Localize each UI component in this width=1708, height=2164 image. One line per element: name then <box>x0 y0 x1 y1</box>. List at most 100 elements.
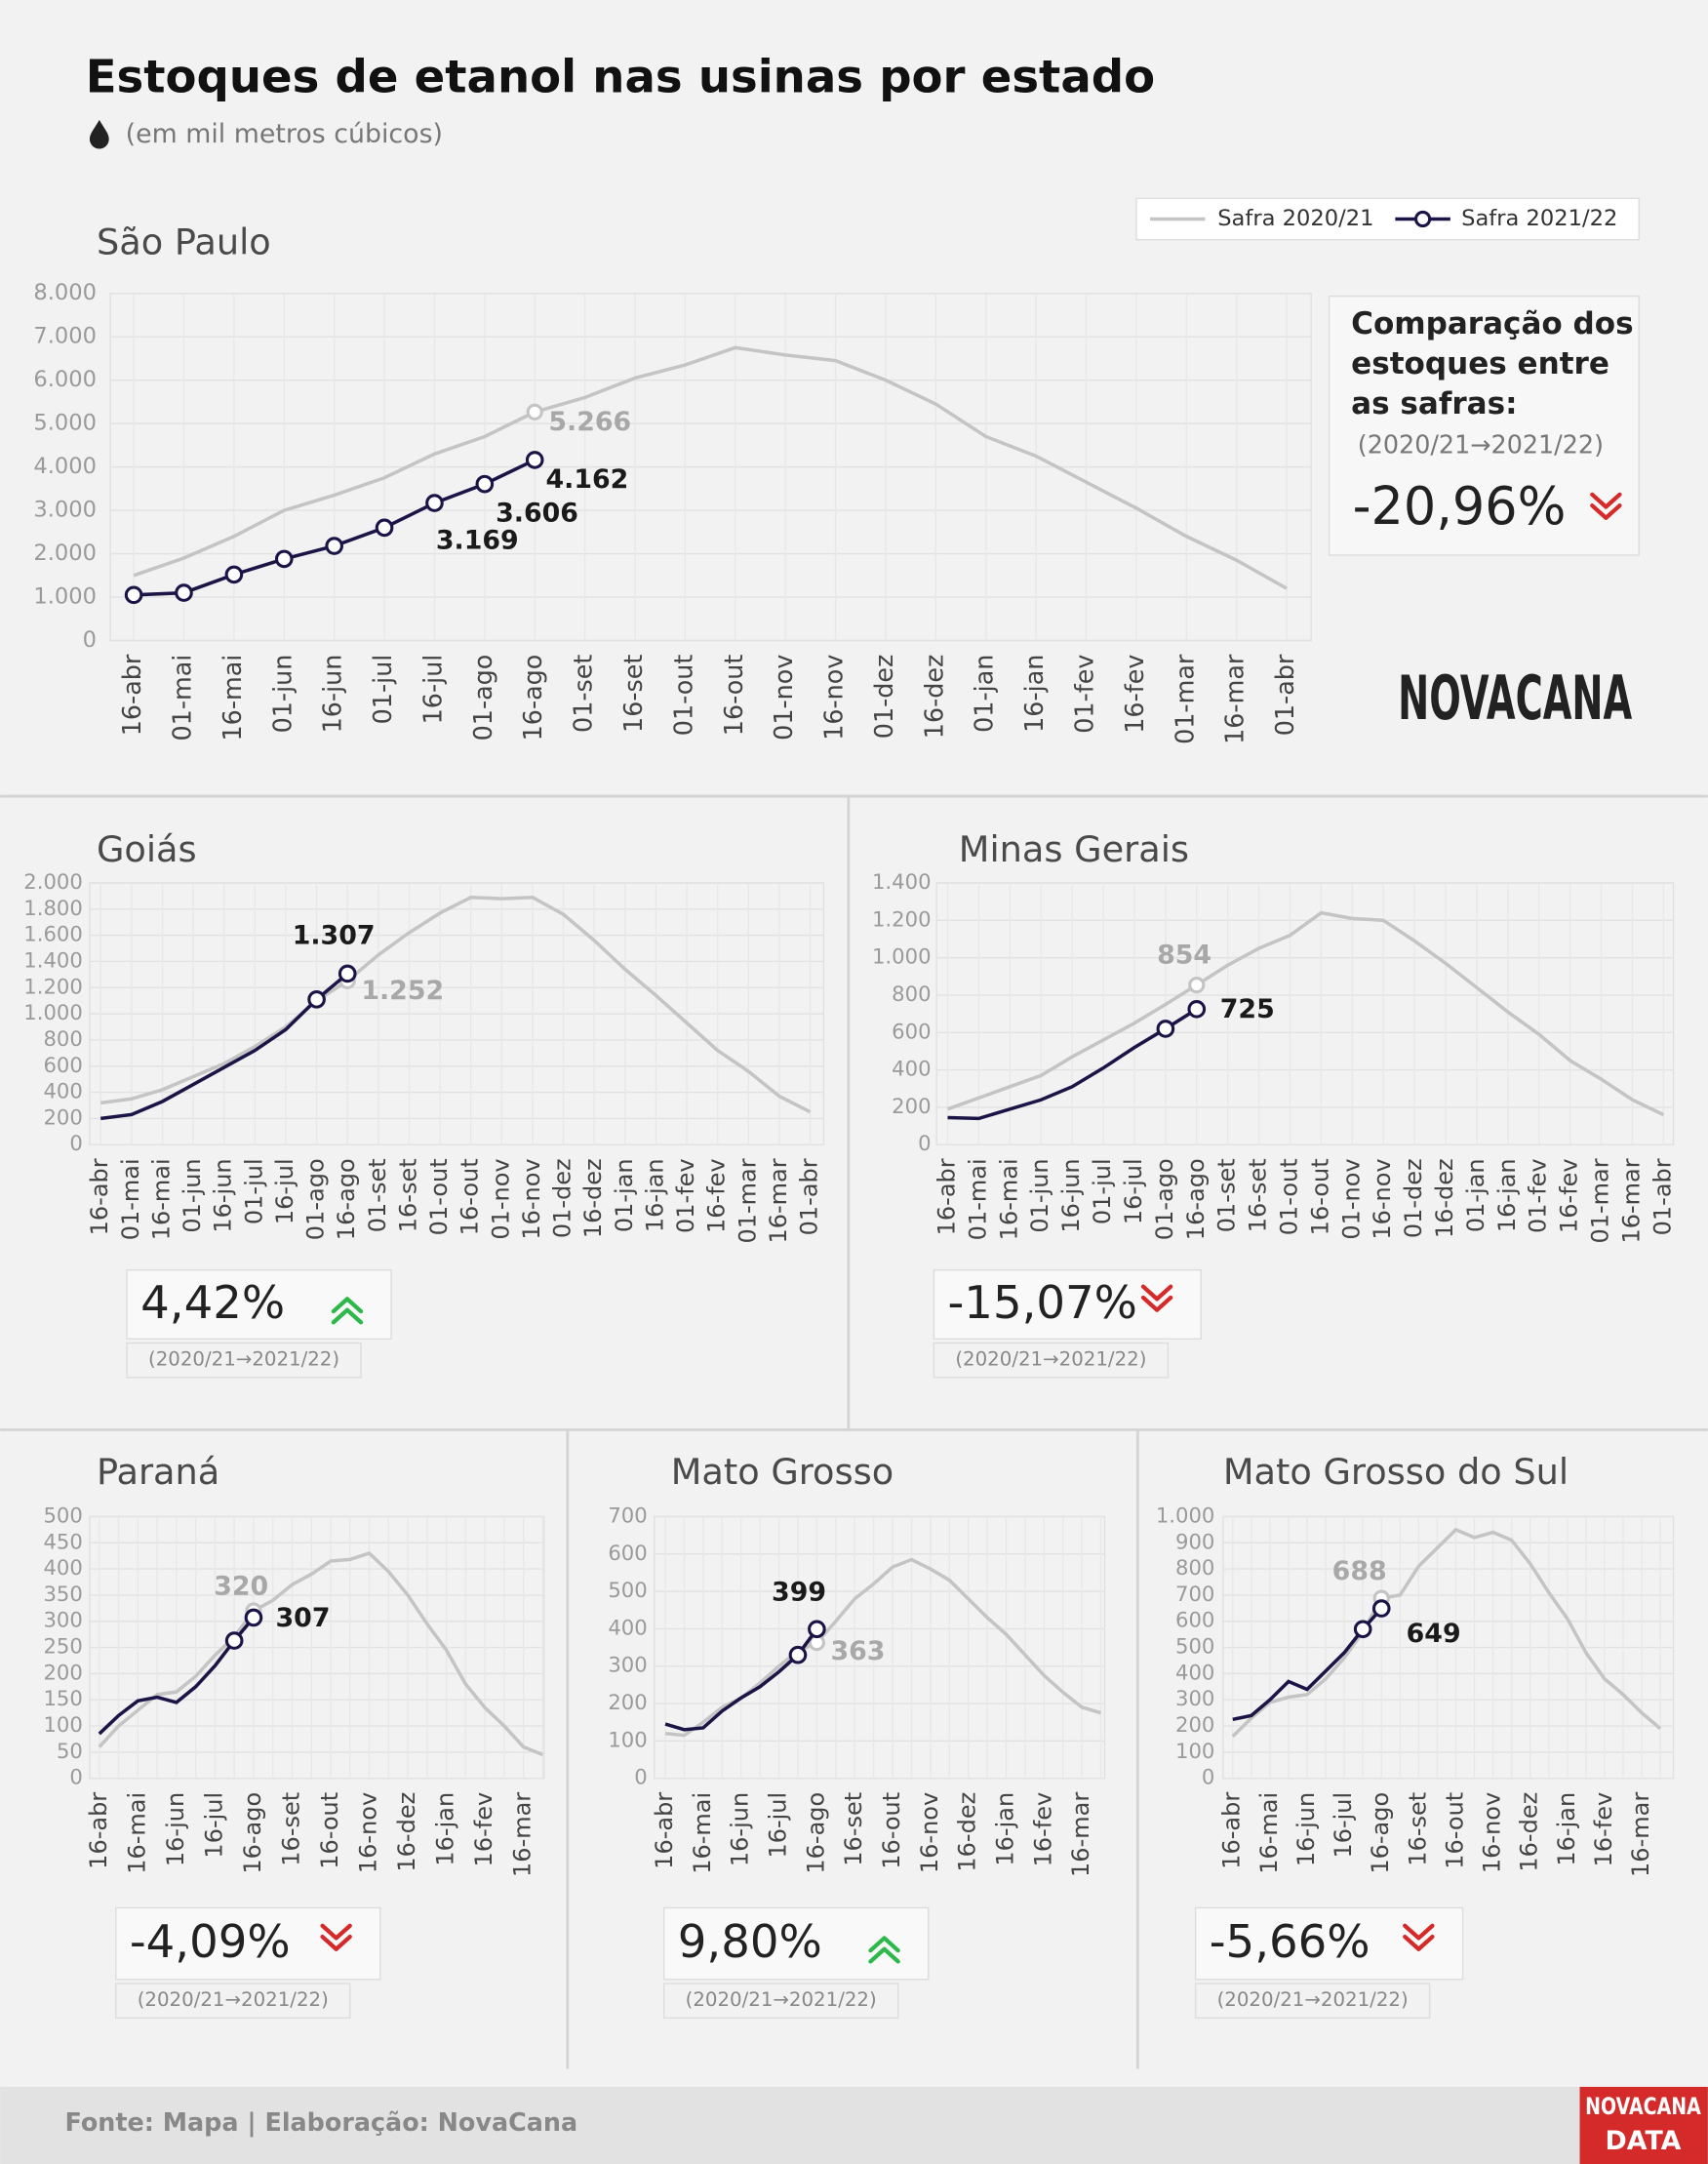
point-marker <box>338 964 357 983</box>
value-label: 725 <box>1220 994 1275 1024</box>
point-marker <box>1156 1020 1175 1038</box>
x-tick-label: 01-nov <box>487 1158 514 1239</box>
x-tick-label: 16-nov <box>1369 1158 1396 1239</box>
x-tick-label: 16-dez <box>579 1158 607 1238</box>
value-label: 688 <box>1332 1556 1387 1586</box>
y-tick-label: 7.000 <box>33 324 97 349</box>
period-box <box>662 1983 899 2020</box>
y-tick-label: 500 <box>608 1578 647 1602</box>
x-tick-label: 01-jul <box>368 655 397 725</box>
line <box>947 1007 1198 1121</box>
y-tick-label: 200 <box>892 1094 931 1118</box>
comparison-period: (2020/21→2021/22) <box>148 1348 339 1371</box>
y-tick-label: 400 <box>892 1057 931 1081</box>
x-tick-label: 16-mai <box>218 655 247 741</box>
footer <box>0 2086 1708 2164</box>
y-tick-label: 0 <box>69 1765 82 1789</box>
line <box>1231 1527 1662 1739</box>
y-tick-label: 700 <box>1175 1582 1214 1606</box>
comparison-heading: estoques entre <box>1351 346 1609 381</box>
y-tick-label: 6.000 <box>33 367 97 392</box>
x-tick-label: 16-jul <box>1330 1792 1357 1859</box>
y-tick-label: 400 <box>43 1079 82 1103</box>
y-tick-label: 400 <box>1175 1660 1214 1684</box>
legend-label: Safra 2020/21 <box>1217 206 1373 231</box>
line <box>98 1616 256 1736</box>
y-tick-label: 1.000 <box>23 1000 83 1024</box>
comparison-period: (2020/21→2021/22) <box>955 1348 1146 1371</box>
x-tick-label: 01-nov <box>769 655 798 741</box>
title: Estoques de etanol nas usinas por estado <box>86 50 1155 102</box>
x-tick-label: 01-set <box>364 1158 391 1232</box>
x-tick-label: 16-set <box>277 1792 304 1866</box>
x-tick-label: 01-dez <box>549 1158 576 1238</box>
x-tick-label: 01-nov <box>1337 1158 1365 1239</box>
x-tick-label: 16-jan <box>1553 1792 1580 1866</box>
comparison-box <box>1328 295 1640 556</box>
trend-arrow <box>1140 1284 1173 1302</box>
comparison-heading: Comparação dos <box>1351 306 1633 341</box>
badge <box>1579 2086 1708 2164</box>
subtitle: (em mil metros cúbicos) <box>126 119 443 149</box>
x-tick-label: 16-ago <box>518 655 547 741</box>
y-tick-label: 600 <box>1175 1608 1214 1632</box>
y-tick-label: 600 <box>892 1019 931 1043</box>
line <box>133 345 1288 590</box>
value-label: 363 <box>830 1636 885 1666</box>
x-tick-label: 01-jun <box>1026 1158 1053 1232</box>
comparison-box <box>115 1906 381 1981</box>
x-tick-label: 16-dez <box>954 1792 981 1872</box>
y-tick-label: 600 <box>43 1053 82 1077</box>
value-label: 854 <box>1157 940 1211 970</box>
x-tick-label: 16-out <box>878 1792 905 1869</box>
y-tick-label: 50 <box>57 1739 83 1763</box>
y-tick-label: 900 <box>1175 1529 1214 1553</box>
x-tick-label: 01-ago <box>468 655 497 741</box>
x-tick-label: 01-fev <box>1070 655 1099 734</box>
x-tick-label: 16-abr <box>86 1158 113 1235</box>
legend-marker <box>1413 210 1432 228</box>
y-tick-label: 100 <box>43 1712 82 1737</box>
x-tick-label: 01-ago <box>302 1158 330 1240</box>
trend-arrow <box>331 1307 364 1325</box>
y-tick-label: 300 <box>43 1608 82 1632</box>
x-tick-label: 16-jun <box>727 1792 754 1866</box>
value-label: 5.266 <box>548 407 631 437</box>
point-marker <box>525 451 544 469</box>
x-tick-label: 16-ago <box>1367 1792 1394 1874</box>
comparison-change: -4,09% <box>130 1915 291 1968</box>
x-tick-label: 01-fev <box>1525 1158 1552 1233</box>
x-tick-label: 16-mai <box>995 1158 1022 1240</box>
x-tick-label: 16-jan <box>1019 655 1049 733</box>
x-tick-label: 16-fev <box>1590 1792 1617 1867</box>
x-tick-label: 16-mai <box>689 1792 716 1874</box>
y-tick-label: 400 <box>608 1615 647 1639</box>
drop-icon <box>89 119 109 149</box>
x-tick-label: 16-abr <box>117 654 146 736</box>
x-tick-label: 16-dez <box>1431 1158 1458 1238</box>
x-tick-label: 01-out <box>425 1158 453 1235</box>
period-box <box>115 1983 351 2020</box>
y-tick-label: 5.000 <box>33 411 97 436</box>
y-tick-label: 1.000 <box>33 584 97 610</box>
badge-text: DATA <box>1606 2126 1682 2156</box>
y-tick-label: 100 <box>608 1727 647 1751</box>
x-tick-label: 16-mai <box>123 1792 150 1874</box>
legend-box <box>1135 197 1640 241</box>
x-tick-label: 16-ago <box>1182 1158 1210 1240</box>
x-tick-label: 16-nov <box>518 1158 545 1239</box>
x-tick-label: 16-fev <box>703 1158 731 1233</box>
x-tick-label: 01-mar <box>734 1158 761 1243</box>
x-tick-label: 16-ago <box>802 1792 829 1874</box>
line <box>946 910 1665 1117</box>
x-tick-label: 01-abr <box>1648 1158 1676 1235</box>
x-tick-label: 16-nov <box>819 655 849 741</box>
x-tick-label: 01-fev <box>672 1158 699 1233</box>
chart-title: São Paulo <box>97 220 271 262</box>
y-tick-label: 100 <box>1175 1739 1214 1763</box>
value-label: 1.252 <box>361 976 444 1006</box>
x-tick-label: 01-mar <box>1587 1158 1614 1243</box>
x-tick-label: 16-jan <box>1493 1158 1521 1232</box>
